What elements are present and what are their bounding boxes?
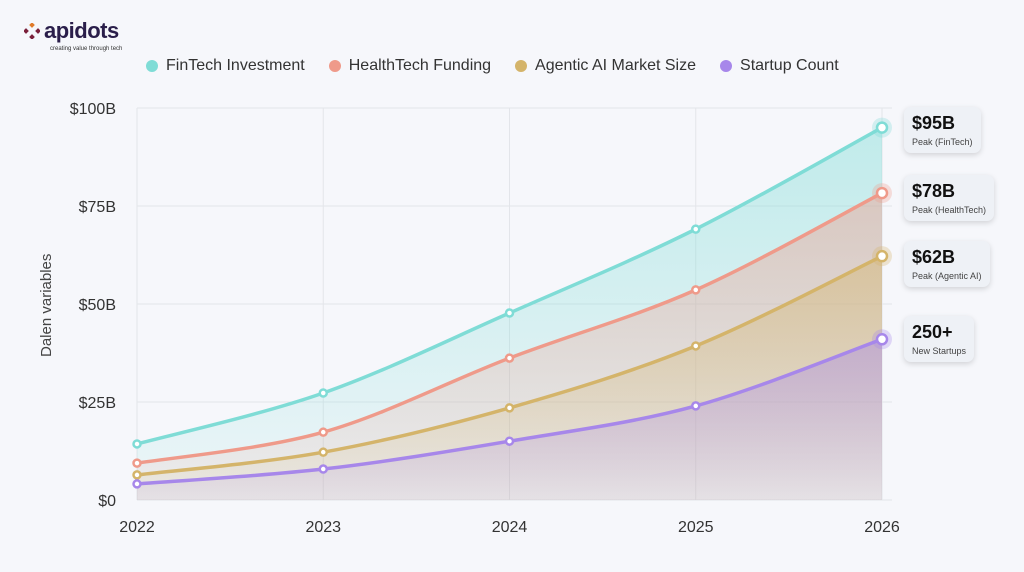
y-tick-label: $100B <box>70 101 116 118</box>
x-tick-label: 2025 <box>678 519 714 536</box>
callout-label: Peak (FinTech) <box>912 137 973 147</box>
data-point <box>875 249 889 263</box>
legend-item: Startup Count <box>720 57 839 75</box>
x-tick-label: 2026 <box>864 519 900 536</box>
y-tick-label: $50B <box>79 297 116 314</box>
legend-label: HealthTech Funding <box>348 57 492 74</box>
legend-item: Agentic AI Market Size <box>515 57 696 75</box>
legend-dot-icon <box>515 60 528 72</box>
data-point <box>318 464 328 474</box>
data-point <box>504 353 515 363</box>
callout-startups: 250+ New Startups <box>904 316 975 362</box>
callout-value: 250+ <box>912 322 953 342</box>
callout-agentic: $62B Peak (Agentic AI) <box>904 241 990 287</box>
callout-fintech: $95B Peak (FinTech) <box>904 107 981 153</box>
data-point <box>504 308 515 318</box>
y-tick-label: $25B <box>79 395 116 412</box>
legend-dot-icon <box>146 60 158 72</box>
data-point <box>132 470 142 480</box>
x-tick-label: 2023 <box>305 519 341 536</box>
y-tick-label: $75B <box>79 199 116 216</box>
callout-value: $78B <box>912 181 956 201</box>
legend-item: FinTech Investment <box>146 57 305 75</box>
data-point <box>504 403 515 413</box>
data-point <box>691 224 701 234</box>
data-point <box>318 427 328 437</box>
callout-label: Peak (Agentic AI) <box>912 271 982 281</box>
callout-healthtech: $78B Peak (HealthTech) <box>904 175 995 221</box>
callout-value: $62B <box>912 247 956 267</box>
callout-value: $95B <box>912 113 956 133</box>
data-point <box>691 401 701 411</box>
logo-tagline: creating value through tech <box>50 46 123 52</box>
data-point <box>875 333 889 346</box>
legend-item: HealthTech Funding <box>328 57 492 75</box>
legend-dot-icon <box>720 60 733 72</box>
legend-dot-icon <box>328 60 341 72</box>
data-point <box>318 388 328 398</box>
legend: FinTech Investment HealthTech Funding Ag… <box>146 57 839 75</box>
data-point <box>132 439 142 449</box>
data-point <box>691 285 701 295</box>
data-point <box>691 341 701 351</box>
callout-label: Peak (HealthTech) <box>912 205 987 215</box>
legend-label: Agentic AI Market Size <box>535 57 697 74</box>
x-tick-label: 2024 <box>492 519 528 536</box>
data-point <box>504 436 515 446</box>
legend-label: FinTech Investment <box>166 57 305 74</box>
data-point <box>132 458 142 468</box>
data-point <box>875 186 889 200</box>
data-point <box>875 121 889 134</box>
x-tick-label: 2022 <box>119 519 155 536</box>
logo-mark-icon <box>24 23 40 39</box>
data-point <box>318 447 328 457</box>
logo: apidots creating value through tech <box>24 18 122 53</box>
y-tick-label: $0 <box>98 493 116 510</box>
data-point <box>132 479 142 489</box>
series-area <box>137 339 882 500</box>
logo-wordmark: apidots <box>44 18 119 43</box>
callout-label: New Startups <box>912 346 967 356</box>
legend-label: Startup Count <box>740 57 839 74</box>
